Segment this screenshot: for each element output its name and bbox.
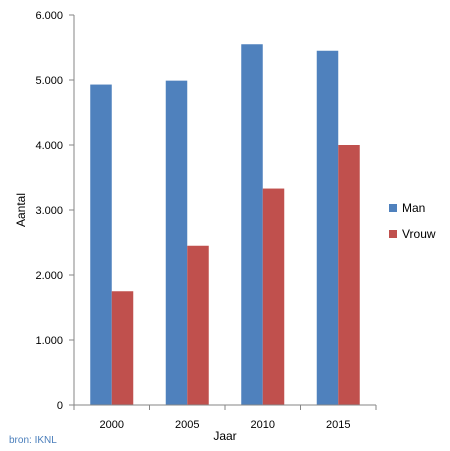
bar-man-2015	[316, 50, 339, 405]
y-tick-label: 3.000	[35, 205, 63, 217]
bar-vrouw-2000	[111, 291, 134, 405]
legend-swatch-man	[389, 204, 397, 212]
bar-vrouw-2015	[338, 145, 360, 405]
y-ticks: 0 1.000 2.000 3.000 4.000 5.000 6.000	[35, 10, 74, 412]
y-tick-label: 5.000	[35, 75, 63, 87]
bar-man-2005	[165, 80, 188, 406]
bar-vrouw-2005	[187, 245, 209, 405]
y-tick-label: 4.000	[35, 140, 63, 152]
y-axis-title: Aantal	[14, 193, 28, 227]
bar-man-2010	[241, 44, 263, 405]
legend-label-man: Man	[402, 201, 425, 215]
source-note: bron: IKNL	[9, 435, 57, 446]
y-tick-label: 0	[57, 400, 63, 412]
bar-man-2000	[90, 84, 112, 406]
legend-swatch-vrouw	[389, 230, 397, 238]
y-tick-label: 1.000	[35, 335, 63, 347]
bar-vrouw-2010	[262, 188, 285, 405]
x-tick-label: 2015	[326, 419, 350, 431]
x-ticks: 2000 2005 2010 2015	[73, 405, 377, 431]
legend-label-vrouw: Vrouw	[402, 227, 436, 241]
y-tick-label: 6.000	[35, 10, 63, 22]
x-axis-title: Jaar	[213, 429, 236, 443]
bars-layer	[90, 44, 360, 406]
y-tick-label: 2.000	[35, 270, 63, 282]
x-tick-label: 2010	[251, 419, 275, 431]
legend: Man Vrouw	[389, 201, 436, 241]
x-tick-label: 2005	[175, 419, 199, 431]
x-tick-label: 2000	[100, 419, 124, 431]
